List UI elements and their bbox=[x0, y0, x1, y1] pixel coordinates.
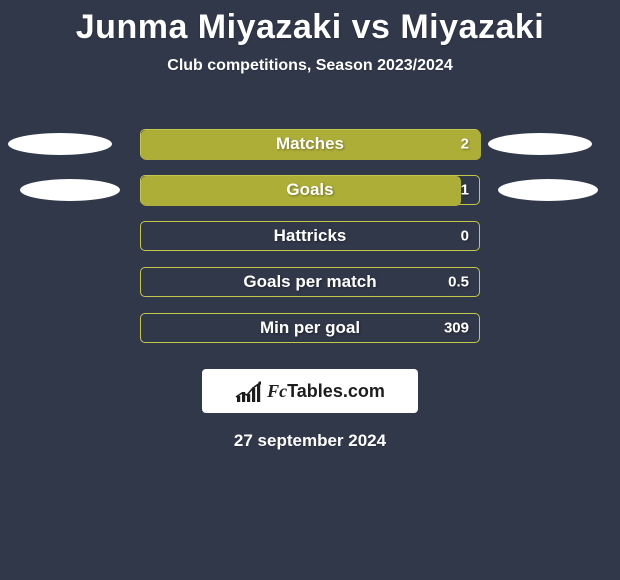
stat-row: Matches 2 bbox=[0, 121, 620, 167]
stat-value: 0.5 bbox=[448, 274, 469, 291]
stat-label: Hattricks bbox=[274, 226, 347, 246]
stat-row: Hattricks 0 bbox=[0, 213, 620, 259]
logo-text: FcTables.com bbox=[267, 381, 385, 402]
stats-area: Matches 2 Goals 1 Hattricks 0 Goals per match 0… bbox=[0, 121, 620, 351]
stat-value: 2 bbox=[461, 136, 469, 153]
page-title: Junma Miyazaki vs Miyazaki bbox=[0, 0, 620, 47]
logo-fc: Fc bbox=[267, 381, 287, 402]
stat-value: 1 bbox=[461, 182, 469, 199]
stat-label: Goals per match bbox=[243, 272, 376, 292]
stat-label: Min per goal bbox=[260, 318, 360, 338]
logo-inner: FcTables.com bbox=[235, 380, 385, 402]
stat-bar-track: Min per goal 309 bbox=[140, 313, 480, 343]
right-ellipse bbox=[488, 133, 592, 155]
stat-value: 309 bbox=[444, 320, 469, 337]
stat-label: Matches bbox=[276, 134, 344, 154]
left-ellipse bbox=[8, 133, 112, 155]
comparison-infographic: Junma Miyazaki vs Miyazaki Club competit… bbox=[0, 0, 620, 580]
right-ellipse bbox=[498, 179, 598, 201]
stat-value: 0 bbox=[461, 228, 469, 245]
stat-bar-track: Hattricks 0 bbox=[140, 221, 480, 251]
stat-row: Goals per match 0.5 bbox=[0, 259, 620, 305]
date-text: 27 september 2024 bbox=[0, 431, 620, 451]
stat-bar-track: Matches 2 bbox=[140, 129, 480, 159]
stat-bar-track: Goals per match 0.5 bbox=[140, 267, 480, 297]
bar-chart-icon bbox=[235, 380, 261, 402]
stat-label: Goals bbox=[286, 180, 333, 200]
stat-row: Min per goal 309 bbox=[0, 305, 620, 351]
stat-bar-track: Goals 1 bbox=[140, 175, 480, 205]
left-ellipse bbox=[20, 179, 120, 201]
logo-tables: Tables.com bbox=[287, 381, 385, 402]
subtitle: Club competitions, Season 2023/2024 bbox=[0, 57, 620, 75]
logo-badge: FcTables.com bbox=[202, 369, 418, 413]
stat-row: Goals 1 bbox=[0, 167, 620, 213]
